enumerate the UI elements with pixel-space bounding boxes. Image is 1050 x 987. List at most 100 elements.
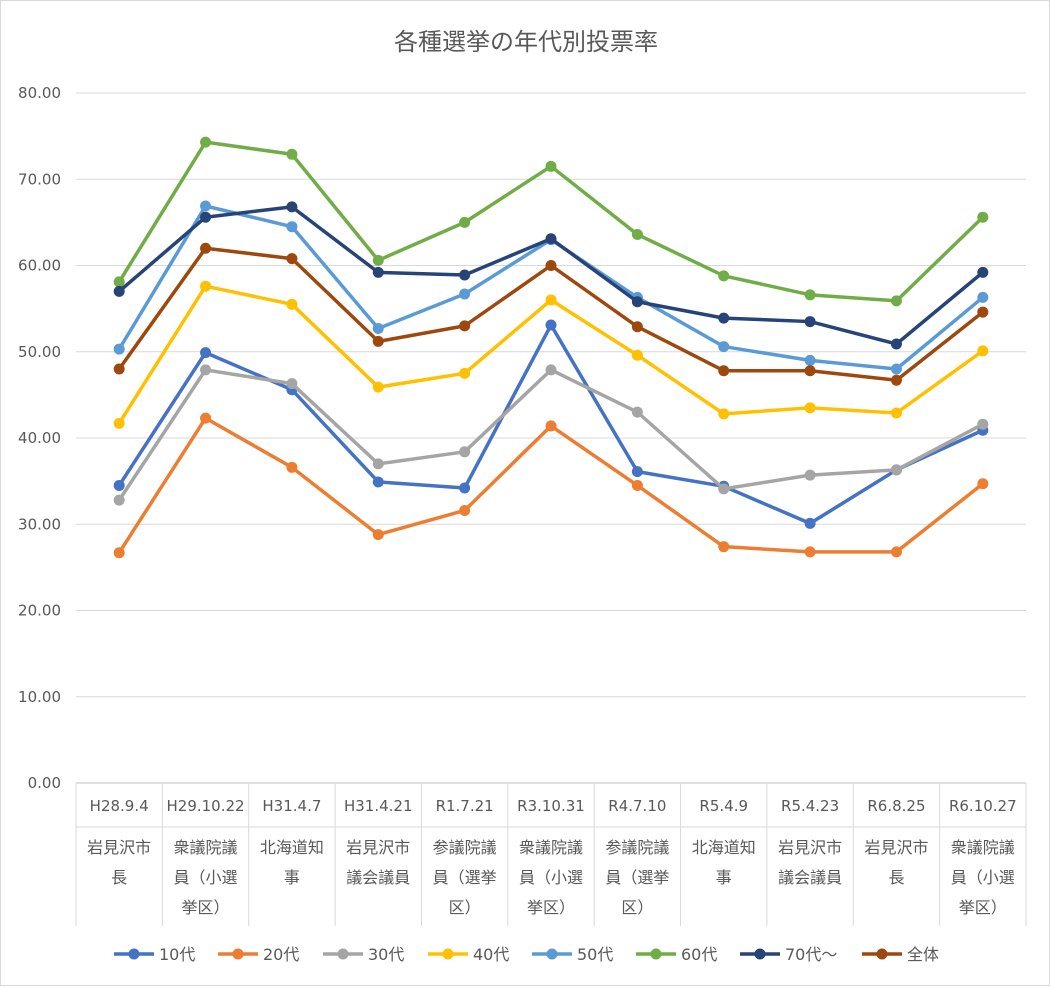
data-point <box>804 316 816 328</box>
data-point <box>545 260 557 271</box>
data-point <box>200 242 212 254</box>
x-tick-date: R4.7.10 <box>608 797 666 815</box>
data-point <box>113 276 125 288</box>
data-point <box>718 341 730 353</box>
data-point <box>372 254 384 266</box>
data-point <box>804 517 816 529</box>
legend-label: 20代 <box>263 945 299 964</box>
legend-label: 70代～ <box>785 945 837 964</box>
x-tick-election: 挙区） <box>182 898 230 917</box>
y-tick-label: 60.00 <box>18 257 61 275</box>
series-line <box>117 204 985 371</box>
data-point <box>718 365 730 377</box>
data-point <box>631 349 643 361</box>
data-point <box>631 228 643 240</box>
data-point <box>200 412 212 424</box>
data-point <box>718 408 730 420</box>
data-point <box>372 322 384 334</box>
data-point <box>459 367 471 379</box>
data-point <box>372 381 384 393</box>
data-point <box>372 335 384 347</box>
series-line <box>117 368 985 502</box>
series-lines <box>113 136 989 559</box>
data-point <box>372 529 384 541</box>
data-point <box>804 354 816 366</box>
data-point <box>631 321 643 333</box>
series-全体 <box>113 242 989 386</box>
legend-label: 50代 <box>577 945 613 964</box>
data-point <box>200 200 212 212</box>
data-point <box>113 547 125 559</box>
y-tick-label: 50.00 <box>18 343 61 361</box>
data-point <box>977 345 989 357</box>
series-30代 <box>113 364 989 506</box>
data-point <box>631 406 643 418</box>
x-tick-date: H31.4.21 <box>344 797 413 815</box>
x-tick-election: 議会議員 <box>778 868 842 887</box>
data-point <box>631 296 643 308</box>
y-tick-label: 70.00 <box>18 170 61 188</box>
data-point <box>372 266 384 278</box>
x-tick-election: 区） <box>621 898 653 917</box>
data-point <box>113 363 125 375</box>
data-point <box>113 343 125 355</box>
x-tick-election: 事 <box>716 868 732 887</box>
x-tick-election: 区） <box>449 898 481 917</box>
series-line <box>117 284 985 426</box>
chart-title: 各種選挙の年代別投票率 <box>394 28 658 56</box>
x-tick-election: 衆議院議 <box>519 838 583 857</box>
x-tick-date: R1.7.21 <box>436 797 494 815</box>
x-tick-election: 北海道知 <box>260 838 324 857</box>
x-tick-election: 衆議院議 <box>174 838 238 857</box>
x-tick-election: 事 <box>284 868 300 887</box>
y-axis: 0.00 10.00 20.00 30.00 40.00 50.00 60.00 70.00 8… <box>18 84 61 792</box>
y-tick-label: 20.00 <box>18 602 61 620</box>
legend-marker <box>650 948 662 960</box>
data-point <box>459 320 471 332</box>
data-point <box>804 402 816 414</box>
data-point <box>459 216 471 228</box>
legend-marker <box>546 948 558 960</box>
data-point <box>804 289 816 301</box>
x-tick-election: 長 <box>888 868 904 887</box>
legend-item: 40代 <box>428 945 509 964</box>
data-point <box>977 418 989 430</box>
data-point <box>890 338 902 350</box>
data-point <box>200 364 212 376</box>
data-point <box>718 541 730 553</box>
data-point <box>890 407 902 419</box>
y-tick-label: 30.00 <box>18 515 61 533</box>
x-tick-date: H28.9.4 <box>90 797 149 815</box>
data-point <box>459 269 471 281</box>
data-point <box>890 464 902 476</box>
series-20代 <box>113 412 989 559</box>
legend-marker <box>754 948 766 960</box>
legend-label: 30代 <box>368 945 404 964</box>
x-tick-election: 衆議院議 <box>951 838 1015 857</box>
legend-item: 20代 <box>218 945 299 964</box>
x-tick-date: R3.10.31 <box>517 797 585 815</box>
x-tick-election: 参議院議 <box>605 838 669 857</box>
data-point <box>200 280 212 292</box>
x-tick-date: H29.10.22 <box>167 797 245 815</box>
x-tick-election: 長 <box>111 868 127 887</box>
x-tick-date: R5.4.23 <box>781 797 839 815</box>
legend-item: 10代 <box>114 945 195 964</box>
data-point <box>804 365 816 377</box>
data-point <box>286 148 298 160</box>
data-point <box>459 446 471 458</box>
x-tick-date: R6.10.27 <box>949 797 1017 815</box>
data-point <box>200 136 212 148</box>
legend-label: 60代 <box>681 945 717 964</box>
x-tick-election: 岩見沢市 <box>87 838 151 857</box>
data-point <box>113 494 125 506</box>
y-tick-label: 0.00 <box>28 774 61 792</box>
x-tick-election: 参議院議 <box>433 838 497 857</box>
data-point <box>545 294 557 306</box>
data-point <box>890 295 902 307</box>
x-tick-election: 員（小選 <box>174 868 238 887</box>
x-tick-election: 員（小選 <box>519 868 583 887</box>
data-point <box>286 221 298 233</box>
data-point <box>286 378 298 390</box>
series-60代 <box>113 136 989 307</box>
